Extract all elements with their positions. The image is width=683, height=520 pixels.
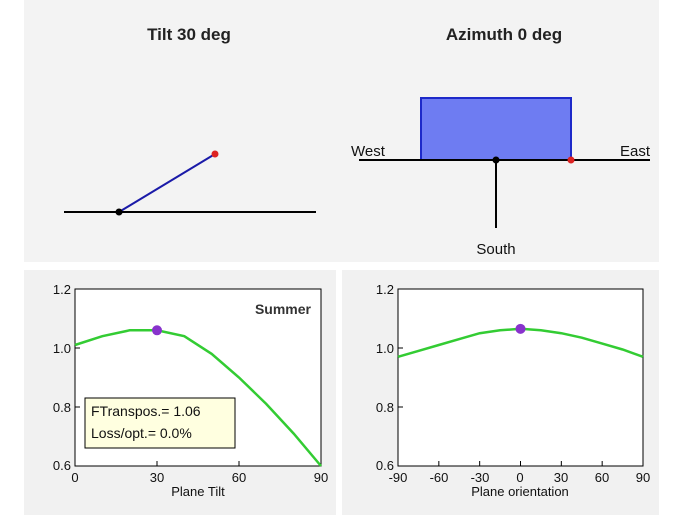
tick-marks	[397, 288, 644, 467]
x-axis-label: Plane orientation	[471, 484, 569, 499]
x-tick-label: 30	[554, 470, 568, 485]
tilt-chart: Summer 1.2 1.0 0.8 0.6 0 30 60 90 Plane …	[53, 282, 328, 499]
tilt-curve-series	[74, 329, 322, 467]
y-tick-label: 0.8	[53, 400, 71, 415]
plane-projection	[420, 97, 572, 161]
orientation-preview: Tilt 30 deg Azimuth 0 deg West East Sout…	[64, 25, 651, 258]
y-tick-label: 1.2	[53, 282, 71, 297]
orientation-chart-panel: 1.2 1.0 0.8 0.6 -90 -60 -30 0 30 60 90 P…	[342, 270, 659, 515]
x-tick-label: 90	[636, 470, 650, 485]
tick-marks	[74, 288, 322, 467]
tilt-view-title: Tilt 30 deg	[147, 25, 231, 44]
x-tick-label: 30	[150, 470, 164, 485]
x-tick-labels: 0 30 60 90	[71, 470, 328, 485]
x-tick-label: 60	[595, 470, 609, 485]
east-label: East	[620, 143, 651, 160]
x-tick-labels: -90 -60 -30 0 30 60 90	[389, 470, 651, 485]
info-box	[84, 397, 236, 449]
x-tick-label: -30	[471, 470, 490, 485]
y-tick-labels: 1.2 1.0 0.8 0.6	[53, 282, 71, 473]
south-label: South	[476, 241, 515, 258]
azimuth-center-point	[492, 156, 500, 164]
y-tick-label: 0.8	[376, 400, 394, 415]
tilt-end-point[interactable]	[211, 150, 219, 158]
x-axis-label: Plane Tilt	[171, 484, 225, 499]
x-tick-label: 60	[232, 470, 246, 485]
tilt-chart-panel: Summer 1.2 1.0 0.8 0.6 0 30 60 90 Plane …	[24, 270, 336, 515]
x-tick-label: -90	[389, 470, 408, 485]
y-tick-label: 1.0	[53, 341, 71, 356]
orientation-chart: 1.2 1.0 0.8 0.6 -90 -60 -30 0 30 60 90 P…	[376, 282, 651, 499]
x-tick-label: 0	[516, 470, 523, 485]
y-tick-label: 1.0	[376, 341, 394, 356]
tilted-plane-line	[118, 153, 216, 213]
y-tick-label: 0.6	[376, 458, 394, 473]
orientation-preview-panel: Tilt 30 deg Azimuth 0 deg West East Sout…	[24, 0, 659, 262]
plot-area	[397, 288, 644, 467]
y-tick-label: 1.2	[376, 282, 394, 297]
azimuth-view-title: Azimuth 0 deg	[446, 25, 562, 44]
azimuth-handle-point[interactable]	[567, 156, 575, 164]
transposition-factor-text: FTranspos.= 1.06	[91, 403, 201, 419]
x-tick-label: 0	[71, 470, 78, 485]
current-orientation-marker[interactable]	[515, 323, 526, 334]
season-label: Summer	[255, 301, 312, 317]
current-tilt-marker[interactable]	[152, 325, 162, 336]
tilt-pivot-point	[115, 208, 123, 216]
y-tick-label: 0.6	[53, 458, 71, 473]
west-label: West	[351, 143, 386, 160]
x-tick-label: -60	[430, 470, 449, 485]
y-tick-labels: 1.2 1.0 0.8 0.6	[376, 282, 394, 473]
loss-optimum-text: Loss/opt.= 0.0%	[91, 425, 192, 441]
x-tick-label: 90	[314, 470, 328, 485]
